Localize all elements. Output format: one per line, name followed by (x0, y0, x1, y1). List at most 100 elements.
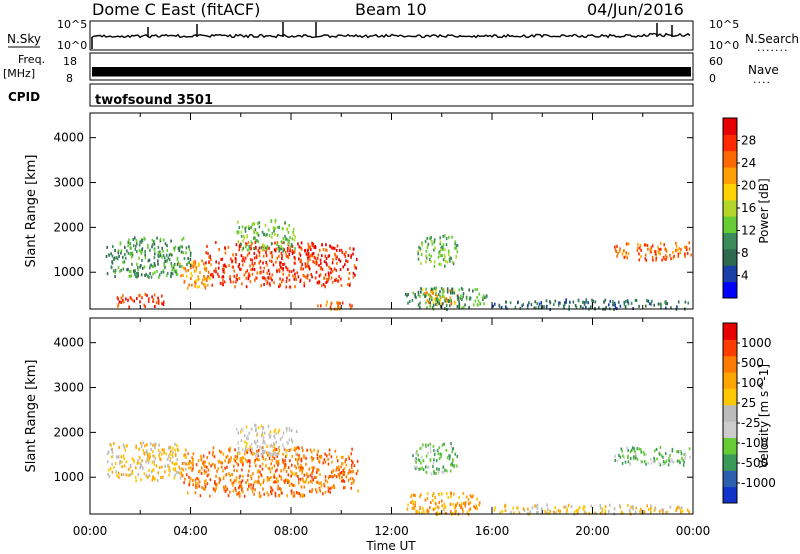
velocity-cell (153, 462, 155, 466)
velocity-cell (290, 482, 293, 486)
power-cell (465, 295, 468, 299)
velocity-cell (557, 508, 560, 512)
velocity-cell (645, 462, 647, 466)
power-cell (207, 252, 209, 256)
power-ytick-label: 1000 (53, 265, 84, 279)
power-cell (191, 263, 193, 267)
power-cell (280, 244, 282, 248)
velocity-cell (297, 457, 300, 461)
velocity-cell (306, 448, 308, 452)
velocity-cell (290, 492, 293, 496)
power-cell (248, 227, 250, 231)
power-cell (204, 286, 207, 290)
power-cell (175, 273, 178, 276)
power-cell (154, 271, 156, 275)
nsky-label: N.Sky (7, 32, 41, 46)
velocity-cell (658, 461, 660, 465)
power-cell (248, 225, 250, 229)
power-cell (351, 304, 353, 308)
velocity-cell (429, 446, 432, 450)
power-cell (155, 301, 158, 305)
power-cell (438, 251, 440, 255)
velocity-cell (250, 486, 252, 490)
velocity-cell (254, 458, 256, 462)
power-cell (274, 241, 276, 245)
velocity-cell (478, 501, 481, 505)
power-cell (267, 269, 270, 272)
velocity-cell (147, 458, 149, 462)
velocity-cell (443, 502, 446, 506)
velocity-cell (120, 473, 123, 477)
velocity-cell (632, 507, 634, 511)
power-cell (157, 299, 160, 303)
power-cell (259, 266, 262, 270)
velocity-cell (212, 487, 215, 491)
power-cell (181, 245, 183, 249)
velocity-cell (205, 470, 208, 474)
power-cell (148, 258, 151, 262)
velocity-cell (441, 492, 443, 496)
velocity-cell (646, 504, 648, 508)
power-cell (168, 253, 171, 257)
velocity-cell (192, 463, 194, 467)
velocity-cell (179, 471, 181, 475)
velocity-cell (298, 481, 300, 485)
power-cell (440, 248, 442, 252)
velocity-cell (312, 478, 314, 482)
velocity-cell (344, 486, 346, 490)
velocity-cell (463, 502, 465, 506)
velocity-cell (293, 484, 296, 488)
power-colorbar-segment (723, 167, 737, 184)
power-cell (324, 254, 327, 258)
power-cell (476, 287, 479, 291)
power-cell (271, 273, 274, 277)
power-cell (315, 258, 318, 262)
velocity-colorbar-label: Velocity [m s^-1] (757, 364, 771, 468)
velocity-cell (255, 428, 257, 432)
power-cell (625, 242, 628, 246)
power-cell (187, 257, 189, 260)
power-cell (235, 280, 237, 284)
power-cell (462, 295, 464, 299)
power-cell (293, 250, 296, 253)
velocity-cell (426, 492, 429, 496)
velocity-cell (153, 455, 156, 458)
velocity-cell (438, 457, 441, 460)
power-cell (331, 261, 334, 265)
power-cell (194, 264, 196, 268)
power-cell (247, 277, 250, 281)
velocity-cell (232, 489, 235, 493)
power-cell (207, 275, 209, 279)
velocity-cell (207, 468, 210, 472)
velocity-cell (158, 443, 160, 447)
power-cell (322, 248, 325, 251)
power-cell (249, 264, 251, 268)
velocity-cell (621, 449, 623, 453)
velocity-cell (150, 448, 152, 452)
velocity-cell (301, 466, 303, 470)
velocity-cell (664, 452, 667, 456)
power-cell (211, 283, 214, 287)
velocity-cell (246, 437, 249, 440)
power-cell (170, 275, 172, 279)
velocity-cell (252, 486, 254, 490)
velocity-cell (264, 457, 267, 461)
velocity-cell (312, 469, 314, 473)
power-cell (166, 259, 168, 263)
velocity-cell (434, 506, 436, 510)
power-cell (304, 248, 307, 252)
velocity-cell (209, 478, 212, 482)
velocity-cell (293, 446, 296, 450)
power-cell (197, 275, 199, 279)
velocity-cell (239, 457, 242, 461)
velocity-cell (454, 505, 457, 509)
power-cell (440, 263, 442, 266)
power-cell (594, 300, 597, 304)
power-cell (237, 240, 240, 244)
velocity-cell (297, 445, 299, 449)
power-cell (294, 261, 296, 265)
velocity-cell (416, 452, 418, 456)
velocity-cell (267, 424, 270, 428)
velocity-cell (431, 494, 434, 498)
velocity-cell (667, 463, 670, 467)
